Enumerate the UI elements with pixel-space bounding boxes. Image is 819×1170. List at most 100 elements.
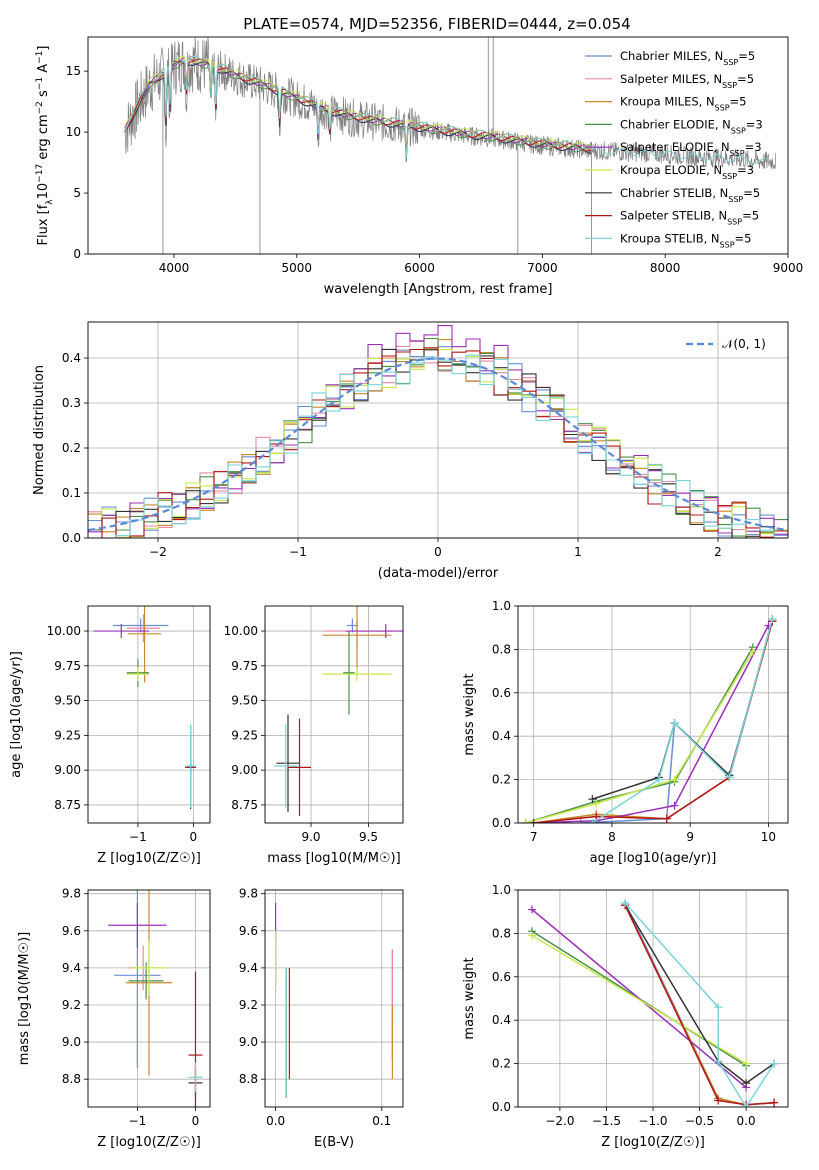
y-tick-label: 0.2 (492, 773, 511, 787)
plot-area (88, 325, 788, 538)
y-tick-label: 0.0 (62, 531, 81, 545)
y-tick-label: 0.0 (492, 1100, 511, 1114)
x-tick-label: 2 (714, 545, 722, 559)
legend-text: =5 (730, 95, 747, 109)
x-axis-label: Z [log10(Z/Z☉)] (97, 851, 201, 866)
x-tick-label: −0.5 (685, 1114, 714, 1128)
plot-area (108, 890, 203, 1107)
model-fit (124, 56, 592, 158)
y-axis-label-part: 10 (36, 183, 51, 200)
x-axis-label: (data-model)/error (378, 566, 499, 581)
y-tick-label: 9.75 (231, 659, 258, 673)
y-tick-label: 10 (66, 125, 81, 139)
x-tick-label: −1.5 (592, 1114, 621, 1128)
plot-area (275, 902, 393, 1098)
y-tick-label: 0.8 (492, 642, 511, 656)
y-tick-label: 9.2 (239, 998, 258, 1012)
y-tick-label: 9.50 (54, 694, 81, 708)
y-axis-label-part: −17 (35, 164, 45, 183)
legend-sub: SSP (723, 58, 738, 67)
legend-sub: SSP (728, 194, 743, 203)
y-tick-label: 10.00 (47, 624, 81, 638)
y-tick-label: 15 (66, 64, 81, 78)
x-tick-label: 9.5 (359, 830, 378, 844)
legend-sub: SSP (715, 103, 730, 112)
model-fit (591, 147, 770, 164)
legend-text: Chabrier ELODIE, N (620, 117, 731, 131)
y-axis-label-part: −1 (35, 77, 45, 90)
x-tick-label: 9 (686, 830, 694, 844)
axes-frame (264, 605, 404, 824)
axes-frame (517, 605, 789, 824)
legend-sub: SSP (730, 149, 745, 158)
y-tick-label: 9.75 (54, 659, 81, 673)
y-tick-label: 1.0 (492, 883, 511, 897)
series-line (525, 651, 754, 823)
panel-4: 9.0 9.5 8.75 9.00 9.25 9.50 9.75 10.00 mass [log… (224, 605, 404, 866)
y-tick-label: 9.6 (62, 924, 81, 938)
plot-area (274, 606, 403, 817)
panel-7: 0.0 0.1 8.8 9.0 9.2 9.4 9.6 9.8 E(B-V) (239, 887, 404, 1150)
y-tick-label: 0.2 (62, 441, 81, 455)
series-line (624, 904, 775, 1106)
y-tick-label: 9.8 (62, 887, 81, 901)
x-tick-label: 0 (434, 545, 442, 559)
axes-frame (87, 605, 211, 824)
y-axis-label-part: erg cm (36, 114, 51, 163)
series-line (533, 621, 774, 823)
x-tick-label: 9000 (773, 261, 804, 275)
y-tick-label: 9.2 (62, 998, 81, 1012)
series-line (525, 646, 754, 823)
panel-6: −1 0 8.8 9.0 9.2 9.4 9.6 9.8 Z [log10(Z/Z☉)] mass… (17, 887, 211, 1150)
y-tick-label: 9.0 (239, 1035, 258, 1049)
y-tick-label: 0.3 (62, 396, 81, 410)
panel-5: 7 8 9 10 0.0 0.2 0.4 0.6 0.8 1.0 age [log10(age/yr… (462, 599, 789, 866)
x-tick-label: 5000 (281, 261, 312, 275)
y-tick-label: 9.8 (239, 887, 258, 901)
axes-frame (517, 889, 789, 1108)
legend-text: =3 (745, 140, 762, 154)
chart-title: PLATE=0574, MJD=52356, FIBERID=0444, z=0… (243, 15, 630, 33)
axes-frame (264, 889, 404, 1108)
x-tick-label: 0 (190, 830, 198, 844)
y-tick-label: 0 (73, 247, 81, 261)
x-tick-label: −2 (149, 545, 167, 559)
y-tick-label: 8.8 (62, 1072, 81, 1086)
legend-entry: Kroupa STELIB, NSSP=5 (620, 231, 751, 249)
panel-8: −2.0 −1.5 −1.0 −0.5 0.0 0.0 0.2 0.4 0.6 0.8 1.0 Z [… (462, 883, 789, 1150)
panel-3: −1 0 8.75 9.00 9.25 9.50 9.75 10.00 Z [log10(Z/Z… (9, 605, 211, 866)
legend-text: Chabrier STELIB, N (620, 186, 728, 200)
legend-text: Kroupa STELIB, N (620, 231, 720, 245)
legend-sub: SSP (722, 80, 737, 89)
y-tick-label: 8.75 (54, 798, 81, 812)
y-tick-label: 0.0 (492, 816, 511, 830)
legend-text: Kroupa MILES, N (620, 95, 715, 109)
plot-area (521, 615, 777, 823)
legend-text: Kroupa ELODIE, N (620, 163, 722, 177)
x-tick-label: 1 (574, 545, 582, 559)
panel-2: −2 −1 0 1 2 0.0 0.1 0.2 0.3 0.4 (data-model)/error… (32, 321, 789, 581)
y-tick-label: 0.4 (62, 351, 81, 365)
legend-entry: Salpeter MILES, NSSP=5 (620, 72, 754, 90)
x-tick-label: −1 (289, 545, 307, 559)
y-tick-label: 1.0 (492, 599, 511, 613)
y-tick-label: 8.75 (231, 798, 258, 812)
x-tick-label: 0.0 (266, 1114, 285, 1128)
histogram-series (88, 325, 788, 538)
y-axis-label-part: ] (36, 46, 51, 51)
legend-entry: Chabrier STELIB, NSSP=5 (620, 186, 760, 204)
y-tick-label: 0.4 (492, 729, 511, 743)
series-line (531, 934, 747, 1065)
x-tick-label: 8 (608, 830, 616, 844)
legend-text: =5 (737, 72, 754, 86)
y-tick-label: 9.6 (239, 924, 258, 938)
x-tick-label: 4000 (159, 261, 190, 275)
y-axis-label-part: −1 (35, 51, 45, 64)
legend-text: Chabrier MILES, N (620, 49, 723, 63)
y-tick-label: 5 (73, 186, 81, 200)
y-tick-label: 8.8 (239, 1072, 258, 1086)
y-tick-label: 10.00 (224, 624, 258, 638)
y-tick-label: 9.25 (54, 728, 81, 742)
legend-sub: SSP (722, 172, 737, 181)
legend-text: Salpeter ELODIE, N (620, 140, 730, 154)
